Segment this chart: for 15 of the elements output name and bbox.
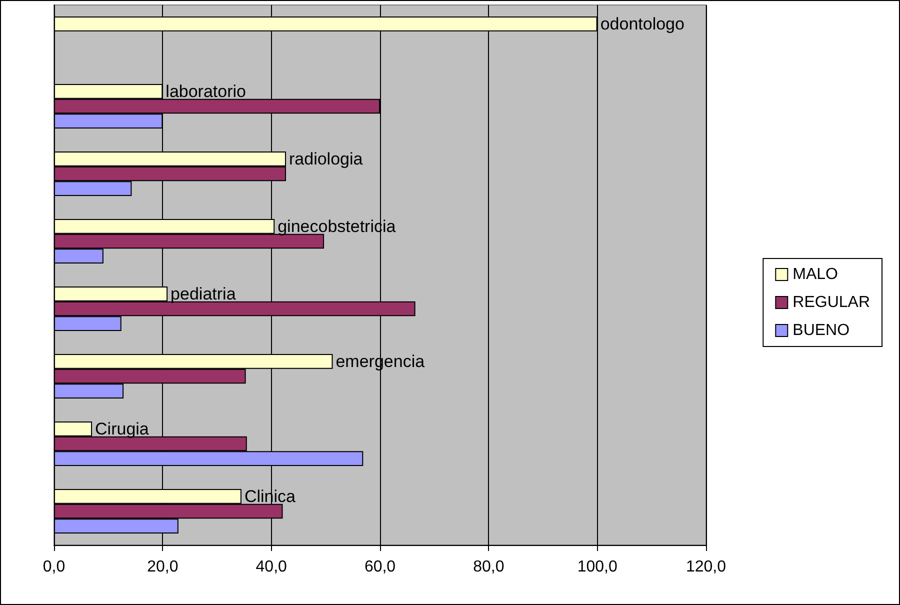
y-tick-label: odontologo	[600, 14, 684, 34]
x-tick-label: 20,0	[147, 558, 178, 576]
x-tick-label: 80,0	[473, 558, 504, 576]
y-tick-label: Cirugia	[95, 419, 150, 438]
legend-label: BUENO	[792, 322, 850, 339]
y-tick-label: laboratorio	[166, 82, 246, 101]
x-tick-label: 0,0	[42, 558, 66, 576]
x-tick-label: 60,0	[364, 558, 396, 576]
x-tick-label: 120,0	[686, 558, 726, 576]
legend-label: REGULAR	[792, 294, 870, 311]
x-tick-label: 40,0	[256, 558, 288, 576]
y-tick-label: radiologia	[289, 149, 364, 168]
legend-label: MALO	[792, 266, 838, 283]
x-tick-label: 100,0	[577, 558, 618, 576]
y-tick-label: pediatria	[170, 284, 236, 304]
